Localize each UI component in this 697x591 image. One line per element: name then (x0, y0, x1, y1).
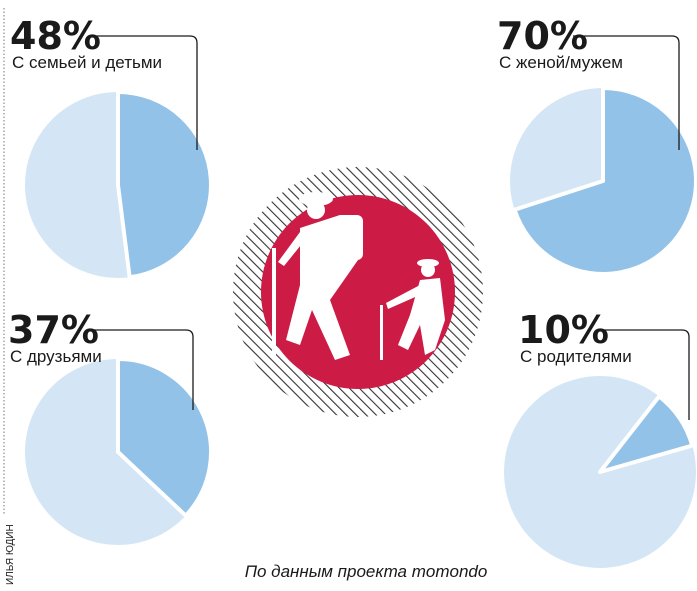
credit: ИЛЬЯ ЮДИН (5, 524, 16, 585)
category-label: С семьей и детьми (12, 53, 162, 72)
center-illustration (233, 167, 483, 417)
value-label: 70% (497, 14, 588, 58)
value-label: 37% (8, 308, 99, 352)
category-label: С женой/мужем (499, 53, 623, 72)
infographic: ИЛЬЯ ЮДИН По данным проекта momondo 48%С… (0, 0, 697, 591)
value-label: 48% (10, 14, 101, 58)
value-label: 10% (518, 308, 609, 352)
category-label: С друзьями (10, 347, 102, 366)
category-label: С родителями (520, 347, 632, 366)
source: По данным проекта momondo (245, 562, 488, 581)
